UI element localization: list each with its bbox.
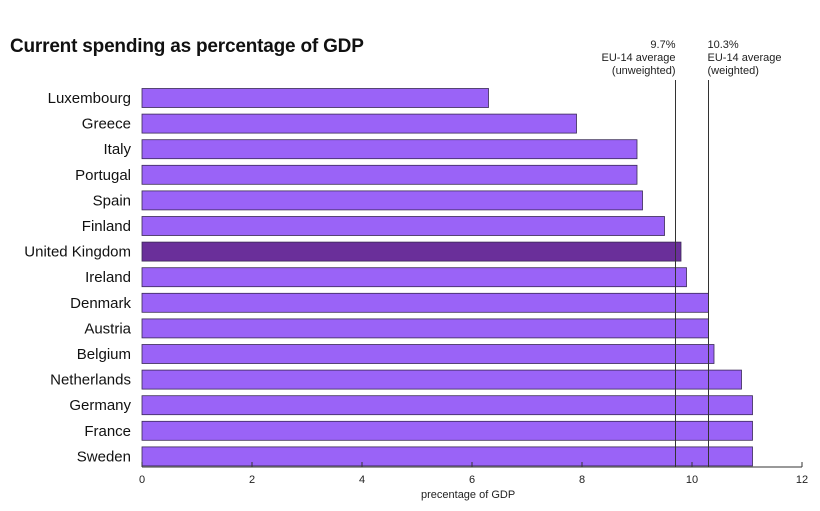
bar-netherlands xyxy=(141,369,742,390)
category-label-ireland: Ireland xyxy=(85,269,131,286)
bar-sweden xyxy=(141,446,753,467)
category-label-netherlands: Netherlands xyxy=(50,372,131,389)
x-axis: 0 2 4 6 8 10 12 precentage of GDP xyxy=(139,462,808,501)
bar-austria xyxy=(141,318,709,339)
bar-italy xyxy=(141,139,638,160)
category-label-belgium: Belgium xyxy=(77,346,131,363)
category-label-sweden: Sweden xyxy=(77,448,131,465)
category-label-finland: Finland xyxy=(82,218,131,235)
bar-france xyxy=(141,420,753,441)
category-label-portugal: Portugal xyxy=(75,167,131,184)
x-tick-label-8: 8 xyxy=(579,474,585,486)
chart-title: Current spending as percentage of GDP xyxy=(10,36,364,57)
reference-label-1-0: 10.3% xyxy=(708,39,739,51)
x-tick-label-6: 6 xyxy=(469,474,475,486)
bar-spain xyxy=(141,190,643,211)
bar-greece xyxy=(141,113,577,134)
category-labels-layer: Luxembourg Greece Italy Portugal Spain Finlan… xyxy=(24,90,131,465)
bar-germany xyxy=(141,395,753,416)
category-label-spain: Spain xyxy=(93,192,131,209)
x-tick-label-10: 10 xyxy=(686,474,698,486)
category-label-united-kingdom: United Kingdom xyxy=(24,244,131,261)
bar-finland xyxy=(141,216,665,236)
category-label-luxembourg: Luxembourg xyxy=(48,90,131,107)
bar-belgium xyxy=(141,344,715,364)
reference-label-0-2: (unweighted) xyxy=(612,65,676,77)
category-label-italy: Italy xyxy=(103,141,131,158)
reference-label-0-1: EU-14 average xyxy=(602,52,676,64)
x-tick-label-4: 4 xyxy=(359,474,365,486)
reference-lines-layer: 9.7%EU-14 average(unweighted)10.3%EU-14 … xyxy=(602,39,782,467)
x-tick-label-12: 12 xyxy=(796,474,808,486)
reference-label-0-0: 9.7% xyxy=(650,39,675,51)
x-tick-label-0: 0 xyxy=(139,474,145,486)
bar-united-kingdom xyxy=(141,241,682,262)
x-axis-title: precentage of GDP xyxy=(421,489,515,501)
bar-ireland xyxy=(141,267,687,288)
category-label-france: France xyxy=(84,423,131,440)
x-tick-label-2: 2 xyxy=(249,474,255,486)
category-label-greece: Greece xyxy=(82,116,131,133)
reference-label-1-2: (weighted) xyxy=(708,65,759,77)
bars-layer xyxy=(141,88,753,467)
bar-portugal xyxy=(141,164,638,185)
bar-denmark xyxy=(141,292,709,313)
category-label-austria: Austria xyxy=(84,320,131,337)
category-label-germany: Germany xyxy=(69,397,131,414)
reference-label-1-1: EU-14 average xyxy=(708,52,782,64)
category-label-denmark: Denmark xyxy=(70,295,131,312)
bar-luxembourg xyxy=(141,88,489,108)
